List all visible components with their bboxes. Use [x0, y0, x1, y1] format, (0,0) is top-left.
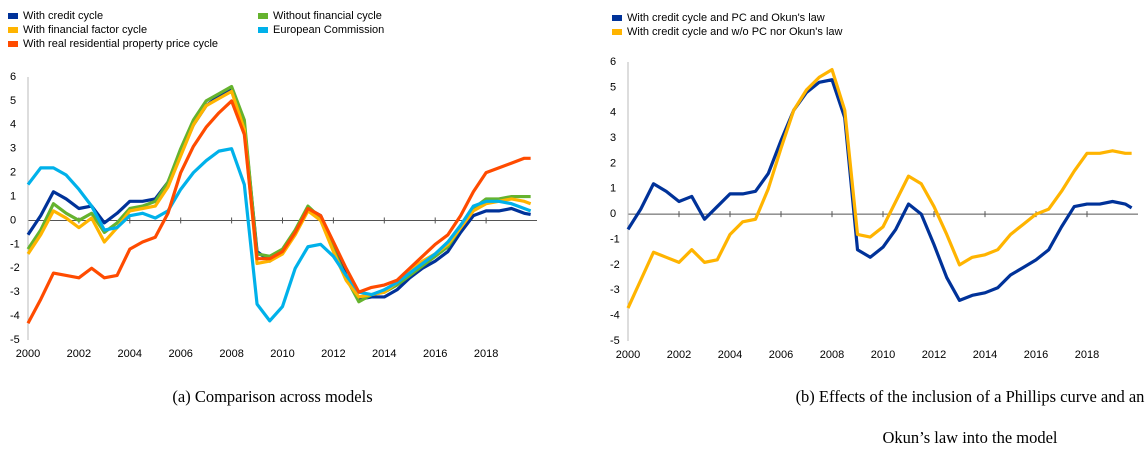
y-tick-label: 5 — [10, 95, 16, 107]
legend-swatch — [8, 27, 18, 33]
y-tick-label: 0 — [610, 208, 616, 220]
page: {"chart_data": [ {"type": "line", "capti… — [8, 9, 1145, 447]
y-tick-label: 4 — [610, 107, 616, 119]
x-tick-label: 2000 — [16, 348, 40, 360]
y-tick-label: -3 — [10, 286, 20, 298]
y-tick-label: 1 — [610, 183, 616, 195]
series-line — [26, 84, 531, 304]
legend-swatch — [8, 41, 18, 47]
y-tick-label: -3 — [610, 284, 620, 296]
y-tick-label: 0 — [10, 214, 16, 226]
y-tick-label: -4 — [10, 310, 20, 322]
x-tick-label: 2002 — [67, 348, 91, 360]
x-tick-label: 2006 — [168, 348, 192, 360]
caption: (b) Effects of the inclusion of a Philli… — [795, 387, 1145, 447]
x-tick-label: 2016 — [423, 348, 447, 360]
x-tick-label: 2008 — [820, 349, 844, 361]
legend-label: With financial factor cycle — [23, 24, 147, 36]
series-line — [26, 147, 532, 323]
legend-swatch — [258, 13, 268, 19]
y-tick-label: 2 — [10, 167, 16, 179]
y-tick-label: 5 — [610, 81, 616, 93]
x-tick-label: 2018 — [1075, 349, 1099, 361]
y-tick-label: -2 — [10, 262, 20, 274]
y-tick-label: 6 — [10, 71, 16, 83]
y-tick-label: -5 — [10, 334, 20, 346]
y-tick-label: -1 — [610, 233, 620, 245]
y-tick-label: 2 — [610, 157, 616, 169]
series-line — [26, 89, 532, 299]
x-tick-label: 2018 — [474, 348, 498, 360]
x-tick-label: 2014 — [372, 348, 396, 360]
x-tick-label: 2008 — [219, 348, 243, 360]
y-tick-label: 1 — [10, 190, 16, 202]
x-tick-label: 2006 — [769, 349, 793, 361]
y-tick-label: -2 — [610, 259, 620, 271]
series-line — [26, 87, 531, 301]
x-tick-label: 2016 — [1024, 349, 1048, 361]
legend-swatch — [612, 15, 622, 21]
y-tick-label: -4 — [610, 310, 620, 322]
y-tick-label: 4 — [10, 119, 16, 131]
x-tick-label: 2010 — [871, 349, 895, 361]
legend-swatch — [8, 13, 18, 19]
series-line — [26, 99, 531, 325]
x-tick-label: 2004 — [718, 349, 742, 361]
caption: (a) Comparison across models — [172, 387, 373, 406]
legend-label: With credit cycle and PC and Okun's law — [627, 12, 825, 24]
x-tick-label: 2014 — [973, 349, 997, 361]
legend-label: With real residential property price cyc… — [23, 38, 218, 50]
y-tick-label: -1 — [10, 238, 20, 250]
y-tick-label: 3 — [10, 143, 16, 155]
y-tick-label: -5 — [610, 335, 620, 347]
x-tick-label: 2000 — [616, 349, 640, 361]
series-line — [626, 68, 1132, 309]
series-line — [626, 78, 1133, 303]
x-tick-label: 2002 — [667, 349, 691, 361]
x-tick-label: 2012 — [922, 349, 946, 361]
legend-label: Without financial cycle — [273, 10, 382, 22]
x-tick-label: 2010 — [270, 348, 294, 360]
legend-label: With credit cycle — [23, 10, 103, 22]
x-tick-label: 2012 — [321, 348, 345, 360]
y-tick-label: 6 — [610, 56, 616, 68]
x-tick-label: 2004 — [118, 348, 142, 360]
legend-swatch — [612, 29, 622, 35]
y-tick-label: 3 — [610, 132, 616, 144]
legend-label: European Commission — [273, 24, 384, 36]
legend-swatch — [258, 27, 268, 33]
legend-label: With credit cycle and w/o PC nor Okun's … — [627, 26, 843, 38]
